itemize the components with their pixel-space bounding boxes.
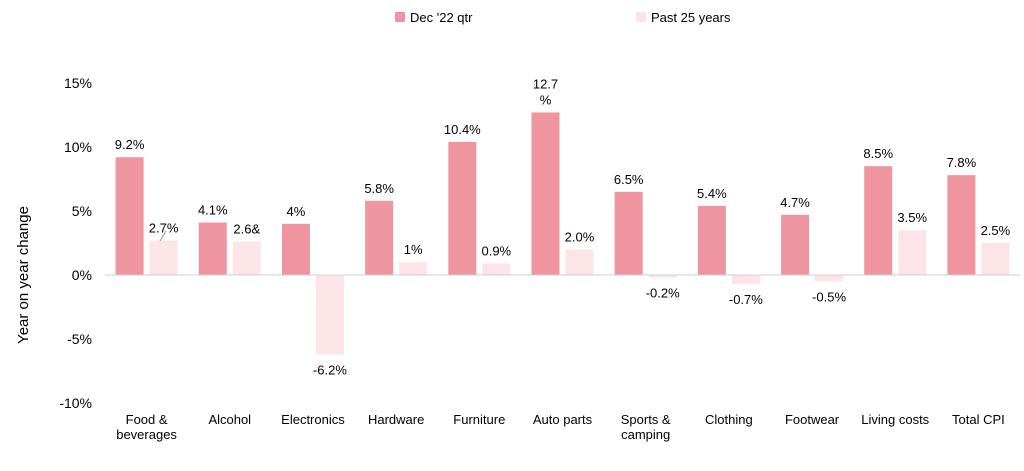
bar-dec22-5 [531,112,560,275]
bar-past25-10 [981,243,1010,275]
y-tick-label: 15% [64,75,92,91]
x-tick-label: beverages [116,427,177,442]
legend-label-1: Past 25 years [651,10,731,25]
x-tick-label: camping [621,427,670,442]
data-label: 4.1% [198,203,228,218]
data-label: 2.7% [149,220,179,235]
data-label: 4% [287,204,306,219]
bar-past25-1 [232,241,261,275]
data-label: -0.5% [812,289,846,304]
data-label: 3.5% [897,210,927,225]
x-tick-label: Clothing [705,412,753,427]
data-label: 8.5% [863,146,893,161]
data-label: 0.9% [481,243,511,258]
x-axis: Food &beverages Alcohol Electronics Hardwar… [105,274,1020,442]
bar-past25-7 [731,275,760,284]
x-tick-label: Alcohol [208,412,251,427]
y-axis: 15% 10% 5% 0% -5% -10% [59,75,92,411]
data-label: 2.0% [565,229,595,244]
y-tick-label: 10% [64,139,92,155]
data-label: 2.6& [233,222,260,237]
bar-dec22-6 [614,191,643,275]
y-tick-label: 0% [72,267,92,283]
x-tick-label: Total CPI [952,412,1005,427]
data-label: -0.7% [729,292,763,307]
data-label: 2.5% [981,223,1011,238]
x-tick-label: Auto parts [533,412,593,427]
x-tick-label: Sports & [621,412,671,427]
bar-dec22-8 [781,214,810,275]
bar-dec22-1 [198,222,227,275]
data-label: 12.7 [533,76,558,91]
bars-group [115,112,1010,355]
data-label: 7.8% [947,155,977,170]
data-label: 5.4% [697,186,727,201]
y-tick-label: -5% [67,331,92,347]
label-leader-line [159,230,167,242]
bar-past25-5 [565,249,594,275]
data-labels-group: 9.2% 2.7% 4.1% 2.6&4% -6.2% 5.8% 1% 10.4% 0.9% 12… [115,76,1011,377]
data-label: 6.5% [614,172,644,187]
legend-swatch-1 [636,12,646,22]
data-label: 1% [404,242,423,257]
x-tick-label: Electronics [281,412,345,427]
legend-label-0: Dec '22 qtr [410,10,473,25]
chart-legend: Dec '22 qtr Past 25 years [395,10,731,25]
bar-dec22-7 [697,205,726,275]
bar-past25-0 [149,240,178,275]
bar-past25-2 [315,275,344,355]
x-tick-label: Food & [126,412,168,427]
data-label: -6.2% [313,362,347,377]
bar-dec22-9 [864,166,893,275]
x-tick-label: Living costs [861,412,929,427]
data-label: % [540,92,552,107]
bar-dec22-3 [365,200,394,275]
legend-swatch-0 [395,12,405,22]
bar-past25-6 [648,275,677,278]
bar-past25-3 [399,262,428,275]
y-axis-label: Year on year change [15,206,32,344]
bar-past25-9 [898,230,927,275]
bar-dec22-10 [947,175,976,275]
data-label: -0.2% [646,286,680,301]
y-tick-label: 5% [72,203,92,219]
y-tick-label: -10% [59,395,92,411]
data-label: 4.7% [780,195,810,210]
data-label: 5.8% [364,181,394,196]
bar-past25-8 [815,275,844,282]
bar-dec22-2 [281,223,310,275]
x-tick-label: Furniture [453,412,505,427]
data-label: 10.4% [444,122,481,137]
bar-past25-4 [482,263,511,275]
x-tick-label: Hardware [368,412,424,427]
bar-dec22-4 [448,141,477,275]
data-label: 9.2% [115,137,145,152]
bar-dec22-0 [115,157,144,275]
x-tick-label: Footwear [785,412,840,427]
